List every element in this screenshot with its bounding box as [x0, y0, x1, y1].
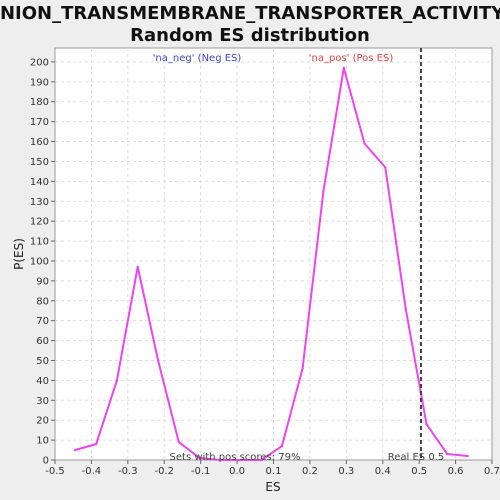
- data-point: [218, 458, 222, 462]
- x-tick-label: -0.2: [154, 466, 174, 477]
- data-point: [446, 452, 449, 456]
- data-point: [115, 379, 119, 382]
- grid: [55, 48, 492, 460]
- y-tick-label: 50: [36, 356, 49, 367]
- x-tick-label: 0.0: [229, 466, 245, 477]
- series-layer: [73, 66, 469, 462]
- y-tick-label: 70: [36, 316, 49, 327]
- data-point: [363, 142, 366, 145]
- x-tick-label: 0.6: [448, 466, 464, 477]
- x-tick-label: -0.5: [45, 466, 65, 477]
- x-tick-label: 0.3: [338, 466, 354, 477]
- distribution-line: [74, 66, 468, 461]
- data-point: [136, 265, 139, 269]
- y-tick-label: 80: [36, 296, 49, 307]
- y-tick-label: 130: [30, 197, 49, 208]
- data-point: [301, 367, 304, 370]
- neg-es-label: 'na_neg' (Neg ES): [153, 53, 242, 64]
- y-axis-label: P(ES): [12, 238, 26, 270]
- y-tick-label: 0: [43, 456, 49, 467]
- y-tick-label: 180: [30, 97, 49, 108]
- data-point: [342, 66, 345, 70]
- data-point: [280, 444, 284, 448]
- axes: 0 10 20 30 40 50 60 70 80 90 100 110 120 130 140 150 160…: [30, 57, 500, 477]
- y-tick-label: 150: [30, 157, 49, 168]
- y-tick-label: 90: [36, 276, 49, 287]
- data-point: [322, 190, 325, 193]
- y-tick-label: 160: [30, 137, 49, 148]
- x-tick-label: -0.1: [191, 466, 211, 477]
- x-tick-label: -0.3: [118, 466, 138, 477]
- data-point: [425, 422, 428, 426]
- data-point: [239, 458, 242, 462]
- y-tick-label: 200: [30, 57, 49, 68]
- data-point: [260, 458, 263, 462]
- real-es-label: Real ES 0.5: [388, 452, 444, 463]
- y-tick-label: 40: [36, 376, 49, 387]
- y-tick-label: 60: [36, 336, 49, 347]
- y-tick-label: 10: [36, 436, 49, 447]
- data-point: [156, 359, 160, 362]
- x-tick-label: 0.5: [411, 466, 427, 477]
- pos-es-label: 'na_pos' (Pos ES): [309, 53, 394, 64]
- data-point: [198, 456, 201, 460]
- data-point: [94, 442, 98, 446]
- y-tick-label: 30: [36, 396, 49, 407]
- sets-pos-scores-label: Sets with pos scores: 79%: [170, 452, 301, 463]
- chart-title-line1: ANION_TRANSMEMBRANE_TRANSPORTER_ACTIVITY…: [0, 3, 500, 24]
- data-point: [384, 166, 387, 169]
- data-point: [73, 448, 77, 452]
- x-tick-label: -0.4: [82, 466, 102, 477]
- x-tick-label: 0.7: [484, 466, 500, 477]
- chart-title-line2: Random ES distribution: [130, 25, 370, 46]
- y-tick-label: 110: [30, 237, 49, 248]
- y-tick-label: 140: [30, 177, 49, 188]
- x-axis-label: ES: [265, 480, 280, 494]
- x-tick-label: 0.2: [302, 466, 318, 477]
- data-point: [466, 454, 469, 458]
- data-point: [404, 307, 407, 310]
- data-point: [177, 440, 181, 444]
- x-tick-label: 0.1: [266, 466, 282, 477]
- y-tick-label: 170: [30, 117, 49, 128]
- y-tick-label: 120: [30, 217, 49, 228]
- y-tick-label: 100: [30, 256, 49, 267]
- y-tick-label: 190: [30, 77, 49, 88]
- y-tick-label: 20: [36, 416, 49, 427]
- x-tick-label: 0.4: [375, 466, 391, 477]
